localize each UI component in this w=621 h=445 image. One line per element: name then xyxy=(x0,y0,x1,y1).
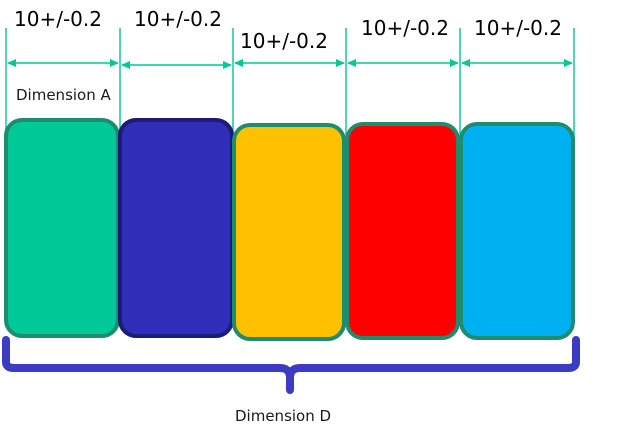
block-row xyxy=(4,118,575,341)
tolerance-label-4: 10+/-0.2 xyxy=(361,16,449,40)
navy-block xyxy=(118,118,234,338)
dimension-arrows xyxy=(7,59,573,69)
cyan-block xyxy=(459,122,575,340)
dimension-d-brace xyxy=(2,336,580,394)
dimension-a-label: Dimension A xyxy=(16,86,111,104)
yellow-block xyxy=(232,123,346,341)
dimension-arrow xyxy=(234,59,345,67)
red-block xyxy=(345,122,460,340)
tolerance-label-5: 10+/-0.2 xyxy=(474,16,562,40)
dimension-arrow xyxy=(7,59,119,67)
dimension-arrow xyxy=(347,59,459,67)
green-block xyxy=(4,118,120,338)
dimension-arrow xyxy=(461,59,573,67)
tolerance-label-2: 10+/-0.2 xyxy=(134,7,222,31)
dimension-arrow xyxy=(121,61,232,69)
tolerance-label-3: 10+/-0.2 xyxy=(240,29,328,53)
dimension-d-label: Dimension D xyxy=(235,407,331,425)
tolerance-label-1: 10+/-0.2 xyxy=(14,7,102,31)
